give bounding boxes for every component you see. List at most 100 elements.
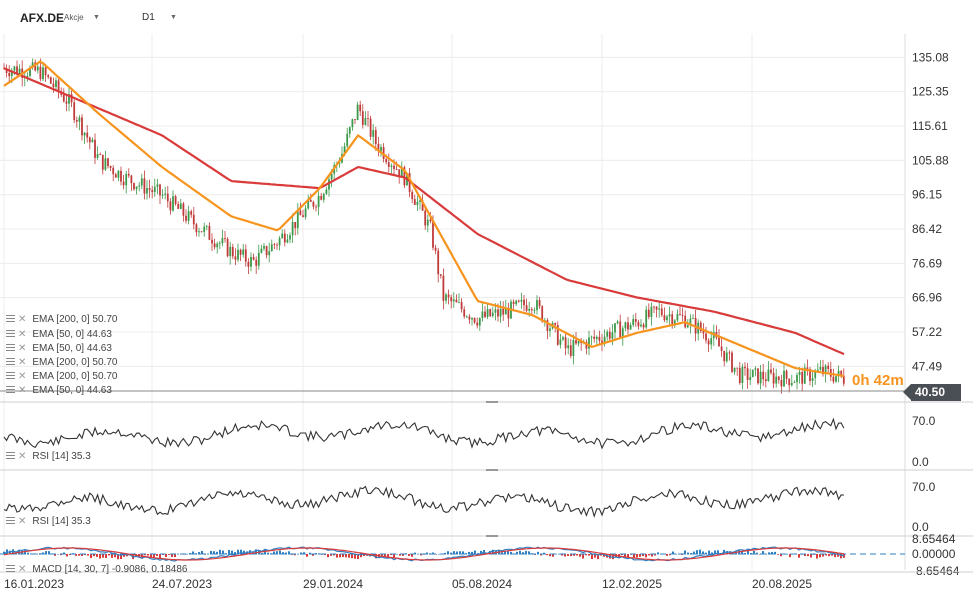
legend-row[interactable]: ✕ EMA [200, 0] 50.70 (6, 370, 117, 382)
close-icon[interactable]: ✕ (18, 384, 27, 396)
candle-body (559, 339, 562, 345)
close-icon[interactable]: ✕ (18, 328, 27, 340)
settings-icon[interactable] (6, 344, 15, 352)
macd-histogram-bar (153, 554, 155, 558)
candle-body (601, 340, 603, 344)
candle-body (403, 167, 406, 186)
close-icon[interactable]: ✕ (18, 515, 27, 527)
candle-body (140, 178, 143, 186)
candle-body (497, 309, 499, 317)
candle-body (13, 66, 16, 71)
candle-body (515, 300, 518, 305)
macd-histogram-bar (147, 554, 149, 556)
candle-body (424, 210, 427, 226)
legend-row[interactable]: ✕ EMA [50, 0] 44.63 (6, 384, 112, 396)
candle-body (637, 321, 640, 327)
macd-histogram-bar (552, 554, 554, 557)
legend-row[interactable]: ✕ EMA [50, 0] 44.63 (6, 342, 112, 354)
candle-body (647, 309, 650, 317)
candle-body (312, 201, 315, 207)
macd-histogram-bar (648, 554, 650, 556)
candle-body (146, 188, 148, 194)
candle-body (692, 317, 694, 319)
rsi-legend[interactable]: ✕ RSI [14] 35.3 (6, 515, 91, 527)
rsi-legend[interactable]: ✕ RSI [14] 35.3 (6, 450, 91, 462)
macd-histogram-bar (627, 554, 629, 558)
candle-body (387, 162, 390, 167)
candle-body (564, 337, 567, 349)
close-icon[interactable]: ✕ (18, 370, 27, 382)
settings-icon[interactable] (6, 372, 15, 380)
settings-icon[interactable] (6, 452, 15, 460)
candle-body (260, 248, 263, 253)
candle-body (520, 299, 523, 302)
macd-histogram-bar (195, 553, 197, 555)
close-icon[interactable]: ✕ (18, 342, 27, 354)
candle-body (198, 231, 200, 233)
candle-countdown: 0h 42m (852, 372, 904, 389)
macd-histogram-bar (456, 551, 458, 555)
settings-icon[interactable] (6, 358, 15, 366)
candle-body (83, 132, 86, 136)
macd-histogram-bar (804, 554, 806, 557)
macd-histogram-bar (711, 552, 713, 555)
candle-body (380, 147, 382, 152)
macd-histogram-bar (570, 554, 572, 557)
macd-histogram-bar (753, 550, 755, 555)
candle-body (608, 331, 611, 339)
candle-body (468, 316, 471, 320)
candle-body (822, 366, 824, 375)
candle-body (55, 80, 57, 88)
symbol-dropdown-icon[interactable]: ▼ (93, 14, 100, 21)
macd-legend[interactable]: ✕ MACD [14, 30, 7] -0.9086, 0.18486 (6, 563, 188, 575)
candle-body (598, 336, 601, 341)
settings-icon[interactable] (6, 386, 15, 394)
candle-body (554, 323, 557, 326)
candle-body (302, 215, 304, 217)
candle-body (437, 250, 440, 275)
macd-histogram-bar (519, 550, 521, 555)
macd-histogram-bar (537, 551, 539, 555)
candle-body (179, 203, 182, 209)
candle-body (710, 338, 713, 345)
timeframe-selector[interactable]: D1 (142, 12, 155, 23)
macd-histogram-bar (96, 554, 98, 557)
macd-histogram-bar (264, 549, 266, 555)
candle-body (723, 350, 726, 362)
candle-body (658, 308, 661, 310)
close-icon[interactable]: ✕ (18, 356, 27, 368)
candle-body (328, 179, 330, 190)
candle-body (36, 66, 39, 71)
macd-histogram-bar (351, 554, 353, 559)
candle-body (486, 309, 489, 317)
legend-row[interactable]: ✕ EMA [200, 0] 50.70 (6, 313, 117, 325)
candle-body (320, 195, 323, 200)
symbol-name[interactable]: AFX.DE (20, 11, 65, 25)
candle-body (81, 117, 83, 136)
close-icon[interactable]: ✕ (18, 450, 27, 462)
time-axis: 16.01.2023 24.07.2023 29.01.2024 05.08.2024… (4, 577, 812, 591)
candle-body (549, 328, 551, 331)
close-icon[interactable]: ✕ (18, 563, 27, 575)
settings-icon[interactable] (6, 565, 15, 573)
candle-body (439, 274, 442, 276)
candle-body (699, 322, 702, 332)
close-icon[interactable]: ✕ (18, 313, 27, 325)
price-tick-label: 57.22 (912, 325, 942, 339)
candle-body (616, 321, 619, 324)
legend-row[interactable]: ✕ EMA [200, 0] 50.70 (6, 356, 117, 368)
candle-body (65, 101, 68, 104)
settings-icon[interactable] (6, 517, 15, 525)
candle-body (252, 257, 255, 260)
legend-row[interactable]: ✕ EMA [50, 0] 44.63 (6, 328, 112, 340)
macd-histogram-bar (576, 554, 578, 556)
candle-body (429, 219, 432, 222)
macd-histogram-bar (324, 554, 326, 556)
settings-icon[interactable] (6, 330, 15, 338)
settings-icon[interactable] (6, 315, 15, 323)
candle-body (640, 324, 642, 327)
candle-body (759, 371, 762, 384)
candle-body (772, 372, 775, 384)
timeframe-dropdown-icon[interactable]: ▼ (170, 14, 177, 21)
